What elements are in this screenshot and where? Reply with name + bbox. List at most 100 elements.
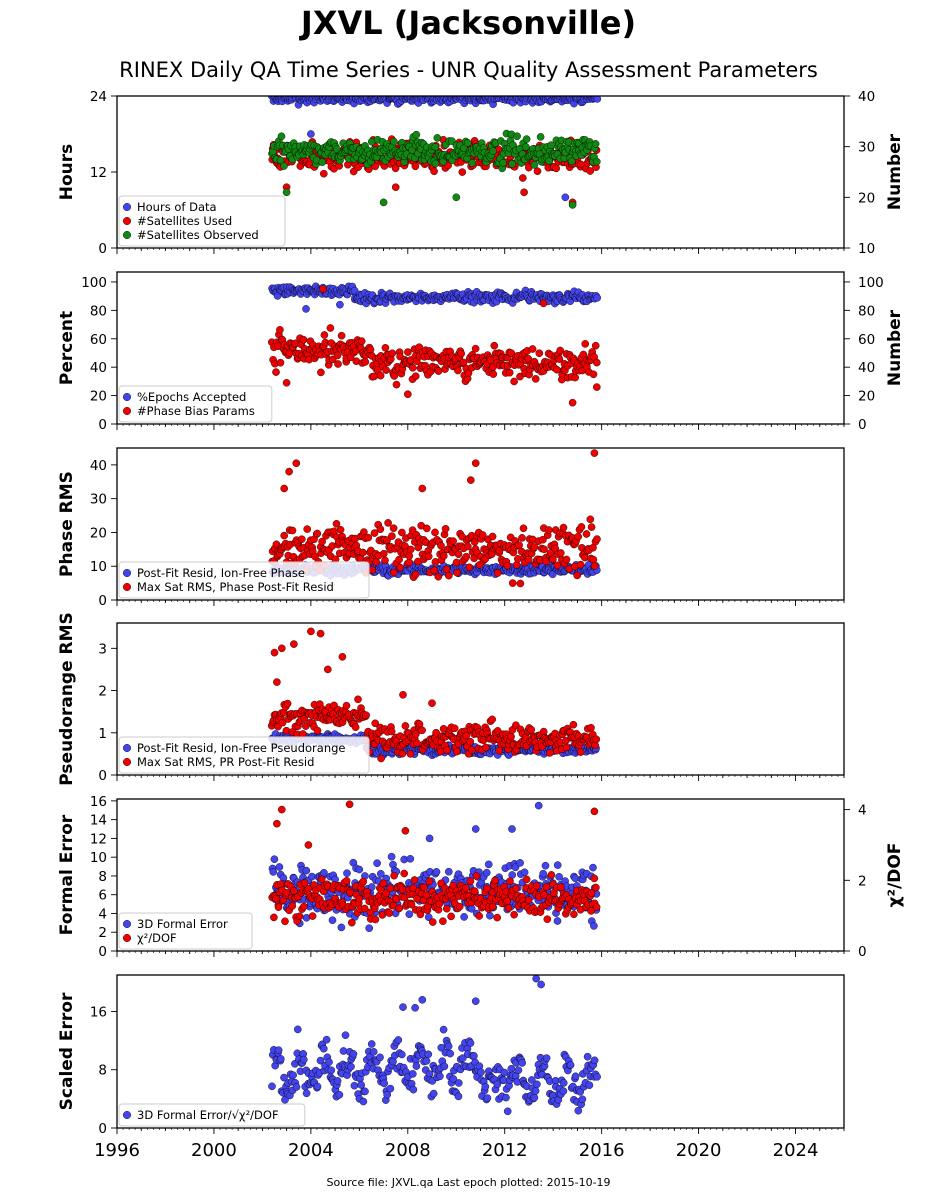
point: [333, 1077, 342, 1085]
point: [412, 1062, 421, 1070]
point: [522, 135, 531, 143]
outlier-point: [273, 678, 281, 686]
point: [559, 1087, 568, 1095]
point: [288, 902, 297, 910]
y2-tick-label: 0: [858, 417, 867, 433]
point: [462, 552, 471, 561]
point: [398, 749, 407, 758]
point: [433, 134, 442, 142]
point: [274, 1046, 283, 1054]
point: [276, 325, 284, 334]
point: [527, 725, 536, 734]
point: [276, 880, 285, 889]
point: [570, 910, 578, 919]
chart-panel-2: 0 20 40 60 80 100 Percent 0 20 40 60 80 100 Number %Ep…: [57, 271, 905, 433]
legend-marker: [122, 934, 131, 943]
y-tick-label: 0: [98, 593, 107, 609]
point: [557, 549, 565, 557]
point: [302, 866, 311, 875]
point: [471, 344, 480, 353]
point: [405, 558, 414, 567]
point: [336, 526, 345, 534]
point: [520, 868, 529, 877]
legend-marker: [122, 758, 131, 767]
point: [385, 909, 394, 917]
y-axis-right: 10 20 30 40 Number: [844, 89, 905, 257]
point: [583, 1052, 592, 1061]
point: [368, 566, 377, 574]
point: [450, 724, 459, 733]
y-tick-label: 100: [81, 275, 107, 291]
point: [297, 535, 306, 544]
point: [454, 1079, 463, 1087]
point: [326, 324, 335, 332]
outlier-point: [277, 644, 286, 653]
point: [533, 1080, 541, 1089]
legend: Post-Fit Resid, Ion-Free PseudorangeMax …: [118, 736, 370, 774]
point: [553, 917, 562, 925]
point: [391, 164, 400, 173]
point: [547, 871, 556, 879]
point: [281, 917, 289, 926]
point: [376, 371, 385, 380]
outlier-point: [425, 834, 434, 843]
point: [522, 143, 530, 151]
point: [389, 524, 398, 533]
point: [370, 372, 379, 381]
series-2: [267, 627, 601, 763]
point: [317, 368, 325, 377]
outlier-point: [338, 653, 347, 661]
point: [392, 380, 401, 389]
series-2: [267, 285, 601, 407]
point: [276, 358, 285, 367]
point: [347, 1062, 355, 1071]
point: [283, 699, 292, 708]
legend-box: [118, 561, 370, 599]
point: [361, 1087, 369, 1096]
point: [545, 157, 554, 165]
chart-panel-6: 1996 2000 2004 2008 2012 2016 2020 20240816Scal…: [57, 974, 845, 1161]
point: [447, 912, 455, 921]
data-points: [267, 96, 602, 209]
point: [593, 358, 601, 367]
point: [337, 923, 346, 932]
point: [413, 739, 421, 748]
point: [470, 887, 479, 895]
outlier-point: [307, 627, 315, 636]
point: [277, 132, 286, 141]
y2-tick-label: 100: [858, 275, 884, 291]
point: [367, 883, 376, 891]
point: [466, 1039, 475, 1047]
point: [412, 130, 421, 139]
outlier-point: [418, 484, 427, 493]
point: [540, 545, 548, 554]
point: [507, 1065, 516, 1073]
point: [502, 1093, 510, 1102]
outlier-point: [590, 807, 599, 816]
point: [486, 356, 495, 364]
point: [546, 749, 554, 757]
point: [549, 555, 557, 564]
outlier-point: [277, 805, 286, 814]
point: [449, 881, 458, 890]
point: [300, 902, 308, 911]
point: [457, 349, 466, 358]
point: [303, 525, 312, 533]
point: [493, 1080, 502, 1089]
point: [394, 1036, 403, 1044]
point: [518, 1059, 527, 1067]
point: [313, 726, 322, 735]
outlier-point: [304, 841, 313, 849]
point: [452, 558, 461, 567]
point: [359, 548, 367, 557]
point: [493, 569, 502, 577]
point: [535, 349, 544, 358]
y-tick-label: 12: [90, 165, 107, 181]
point: [408, 1070, 417, 1078]
point: [591, 341, 600, 350]
legend-marker: [122, 407, 131, 416]
point: [443, 746, 452, 755]
point: [357, 337, 366, 345]
point: [507, 732, 515, 741]
point: [316, 1056, 325, 1065]
